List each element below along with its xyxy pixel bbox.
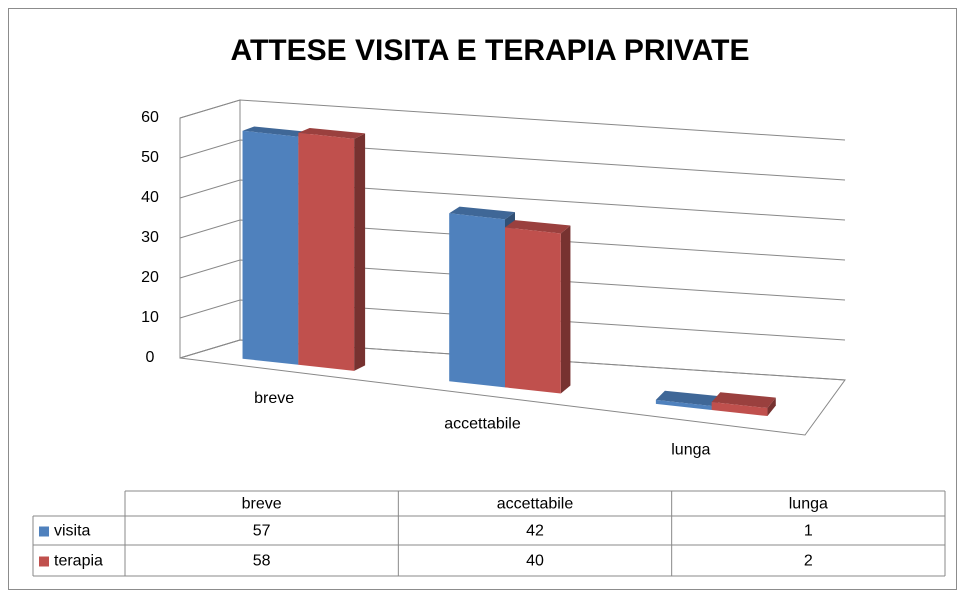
table-header: breve	[242, 496, 282, 513]
y-tick-label: 30	[141, 229, 159, 246]
grid-line	[179, 339, 846, 381]
table-value: 40	[526, 553, 544, 570]
grid-line	[179, 139, 846, 181]
grid-line	[179, 179, 846, 221]
grid-line	[179, 259, 846, 301]
legend-label: visita	[54, 523, 91, 540]
bar-top	[449, 206, 515, 220]
bar-top	[242, 126, 310, 137]
bar	[711, 392, 776, 417]
table-value: 42	[526, 523, 544, 540]
bar-side	[560, 225, 571, 394]
table-header: lunga	[789, 496, 828, 513]
y-tick-label: 50	[141, 149, 159, 166]
y-tick-label: 20	[141, 269, 159, 286]
bar-front	[505, 227, 561, 394]
legend-swatch	[39, 556, 49, 567]
grid-line	[179, 299, 846, 341]
grid-line	[179, 219, 846, 261]
bar-top	[711, 392, 776, 409]
bar-top	[298, 127, 366, 139]
table-value: 2	[804, 553, 813, 570]
bar-front	[655, 399, 712, 410]
bar-front	[298, 132, 355, 371]
legend-swatch	[39, 526, 49, 537]
grid-line	[179, 99, 846, 141]
chart-title: ATTESE VISITA E TERAPIA PRIVATE	[231, 34, 750, 67]
bar	[298, 127, 366, 371]
x-tick-label: accettabile	[444, 416, 521, 433]
y-tick-label: 40	[141, 189, 159, 206]
table-value: 58	[253, 553, 271, 570]
table-value: 1	[804, 523, 813, 540]
bar-front	[711, 401, 768, 417]
bar-front	[242, 130, 299, 365]
bar-side	[354, 133, 366, 371]
y-tick-label: 60	[141, 109, 159, 126]
table-header: accettabile	[497, 496, 574, 513]
x-tick-label: lunga	[671, 441, 710, 458]
table-value: 57	[253, 523, 271, 540]
y-tick-label: 0	[146, 349, 155, 366]
bar-side	[767, 397, 776, 417]
bar	[505, 220, 571, 394]
bar-front	[449, 213, 505, 388]
legend-label: terapia	[54, 553, 103, 570]
y-tick-label: 10	[141, 309, 159, 326]
x-tick-label: breve	[254, 390, 294, 407]
bar-top	[505, 220, 571, 234]
bar-top	[655, 390, 721, 406]
